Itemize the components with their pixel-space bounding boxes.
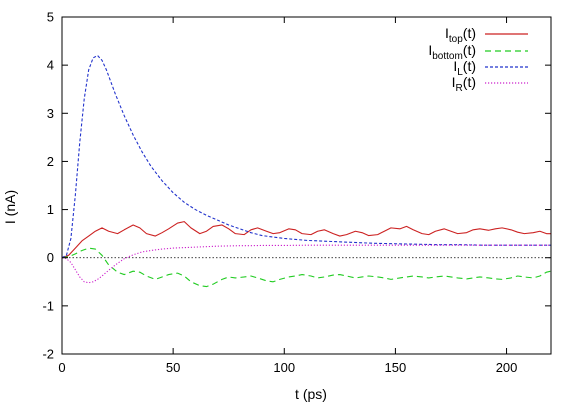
y-tick-label: -1 [42,298,54,313]
legend: Itop(t)Ibottom(t)IL(t)IR(t) [428,25,528,94]
series-line-top [61,221,551,259]
legend-label-bottom: Ibottom(t) [428,42,476,62]
y-tick-label: 3 [47,106,54,121]
y-tick-label: 2 [47,154,54,169]
plot-layer [61,54,552,288]
y-tick-label: 4 [47,58,54,73]
legend-label-R: IR(t) [452,74,476,94]
y-tick-label: 5 [47,10,54,25]
series-line-R [61,244,551,284]
y-tick-label: -2 [42,347,54,362]
y-tick-label: 1 [47,202,54,217]
x-tick-label: 0 [58,360,65,375]
x-tick-label: 50 [166,360,180,375]
legend-label-L: IL(t) [453,58,476,78]
legend-label-top: Itop(t) [445,25,476,45]
plot-frame [61,16,552,355]
series-line-bottom [61,247,552,288]
y-tick-label: 0 [47,250,54,265]
x-tick-label: 100 [273,360,295,375]
x-axis-label: t (ps) [295,386,327,402]
series-line-L [61,54,551,259]
x-tick-label: 200 [496,360,518,375]
y-axis-label: I (nA) [2,190,18,224]
x-tick-label: 150 [385,360,407,375]
